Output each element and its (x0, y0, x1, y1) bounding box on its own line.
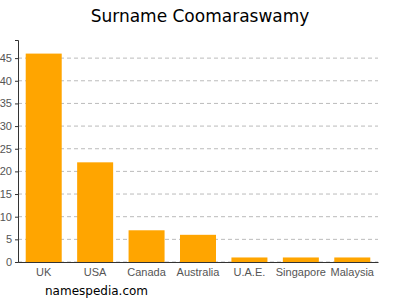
y-tick-mark (15, 194, 18, 195)
y-tick-mark (15, 58, 18, 59)
grid-line (18, 171, 378, 172)
bar (77, 162, 113, 262)
y-tick-mark (15, 81, 18, 82)
y-tick-mark (15, 262, 18, 263)
x-tick: U.A.E. (234, 262, 266, 278)
bar (334, 257, 370, 262)
bar (26, 54, 62, 262)
x-tick-label: Australia (177, 266, 221, 278)
x-tick: Singapore (276, 262, 326, 278)
y-tick-label: 0 (6, 256, 12, 268)
y-tick-label: 35 (0, 97, 12, 109)
bars (26, 54, 371, 262)
grid-line (18, 58, 378, 59)
y-tick-label: 25 (0, 143, 12, 155)
bar (231, 257, 267, 262)
y-tick-label: 20 (0, 165, 12, 177)
x-tick: Malaysia (331, 262, 375, 278)
bar (283, 257, 319, 262)
y-tick-mark (15, 217, 18, 218)
x-tick: USA (84, 262, 107, 278)
x-axis: UK USA Canada Australia U.A.E. Singapore Malay… (19, 262, 379, 278)
y-tick-label: 45 (0, 52, 12, 64)
y-tick-label: 10 (0, 211, 12, 223)
y-axis: 0 5 10 15 20 25 30 35 40 45 (0, 41, 19, 269)
y-tick: 20 (0, 165, 18, 177)
y-tick: 35 (0, 97, 18, 109)
y-tick: 40 (0, 75, 18, 87)
grid-line (18, 103, 378, 104)
grid (18, 58, 378, 262)
x-tick-label: U.A.E. (234, 266, 266, 278)
y-tick-label: 5 (6, 233, 12, 245)
source-note: namespedia.com (45, 284, 148, 298)
grid-line (18, 148, 378, 149)
y-tick: 45 (0, 52, 18, 64)
y-tick-label: 15 (0, 188, 12, 200)
x-tick-label: Canada (127, 266, 166, 278)
y-tick-label: 30 (0, 120, 12, 132)
y-tick: 5 (6, 233, 18, 245)
bar (129, 230, 165, 262)
bar (180, 235, 216, 262)
y-tick: 0 (6, 256, 18, 268)
x-tick-label: USA (84, 266, 107, 278)
y-tick-mark (15, 239, 18, 240)
plot: 0 5 10 15 20 25 30 35 40 45 UK USA Canada Australia U.… (0, 41, 379, 278)
x-tick-label: UK (36, 266, 52, 278)
y-tick-mark (15, 103, 18, 104)
x-tick-label: Malaysia (331, 266, 375, 278)
y-axis-line (15, 41, 19, 263)
x-tick: Canada (127, 262, 166, 278)
y-tick-label: 40 (0, 75, 12, 87)
grid-line (18, 80, 378, 81)
y-tick-mark (15, 171, 18, 172)
x-tick: Australia (177, 262, 221, 278)
x-axis-line (19, 262, 379, 263)
title: Surname Coomaraswamy (91, 6, 310, 26)
grid-line (18, 126, 378, 127)
y-tick-mark (15, 149, 18, 150)
grid-line (18, 194, 378, 195)
grid-line (18, 216, 378, 217)
y-tick: 30 (0, 120, 18, 132)
y-tick-mark (15, 126, 18, 127)
y-tick: 10 (0, 211, 18, 223)
y-tick: 15 (0, 188, 18, 200)
chart: 0 5 10 15 20 25 30 35 40 45 UK USA Canada Australia U.… (0, 0, 400, 300)
x-tick-label: Singapore (276, 266, 326, 278)
x-tick: UK (36, 262, 52, 278)
y-tick: 25 (0, 143, 18, 155)
